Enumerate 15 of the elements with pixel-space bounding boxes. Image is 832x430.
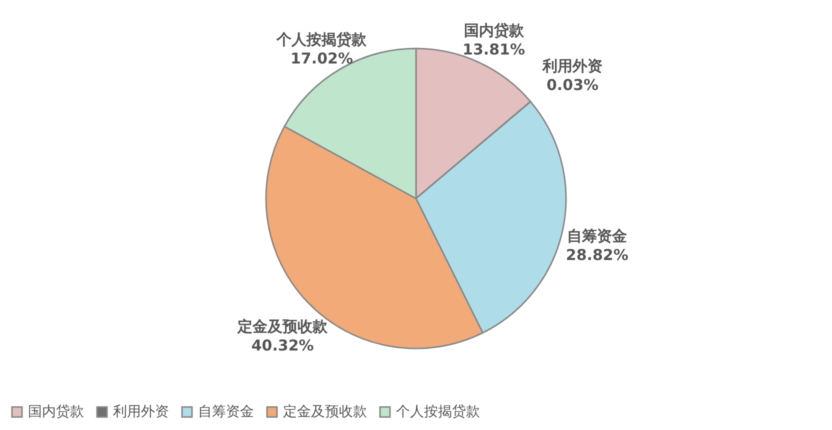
- legend-label: 个人按揭贷款: [396, 404, 480, 420]
- slice-label: 个人按揭贷款: [276, 30, 368, 48]
- data-label: 40.32%: [251, 336, 314, 355]
- data-label: 13.81%: [462, 40, 526, 59]
- legend-label: 利用外资: [113, 404, 169, 420]
- data-label: 17.02%: [290, 49, 353, 68]
- slice-label: 自筹资金: [567, 227, 628, 246]
- legend-label: 定金及预收款: [283, 404, 367, 420]
- legend-label: 国内贷款: [28, 404, 84, 420]
- slice-label: 定金及预收款: [236, 318, 329, 336]
- data-label: 28.82%: [566, 246, 628, 264]
- slice-label: 利用外资: [542, 57, 603, 76]
- slice-label: 国内贷款: [464, 22, 525, 40]
- legend-label: 自筹资金: [198, 404, 254, 420]
- data-label: 0.03%: [546, 76, 599, 94]
